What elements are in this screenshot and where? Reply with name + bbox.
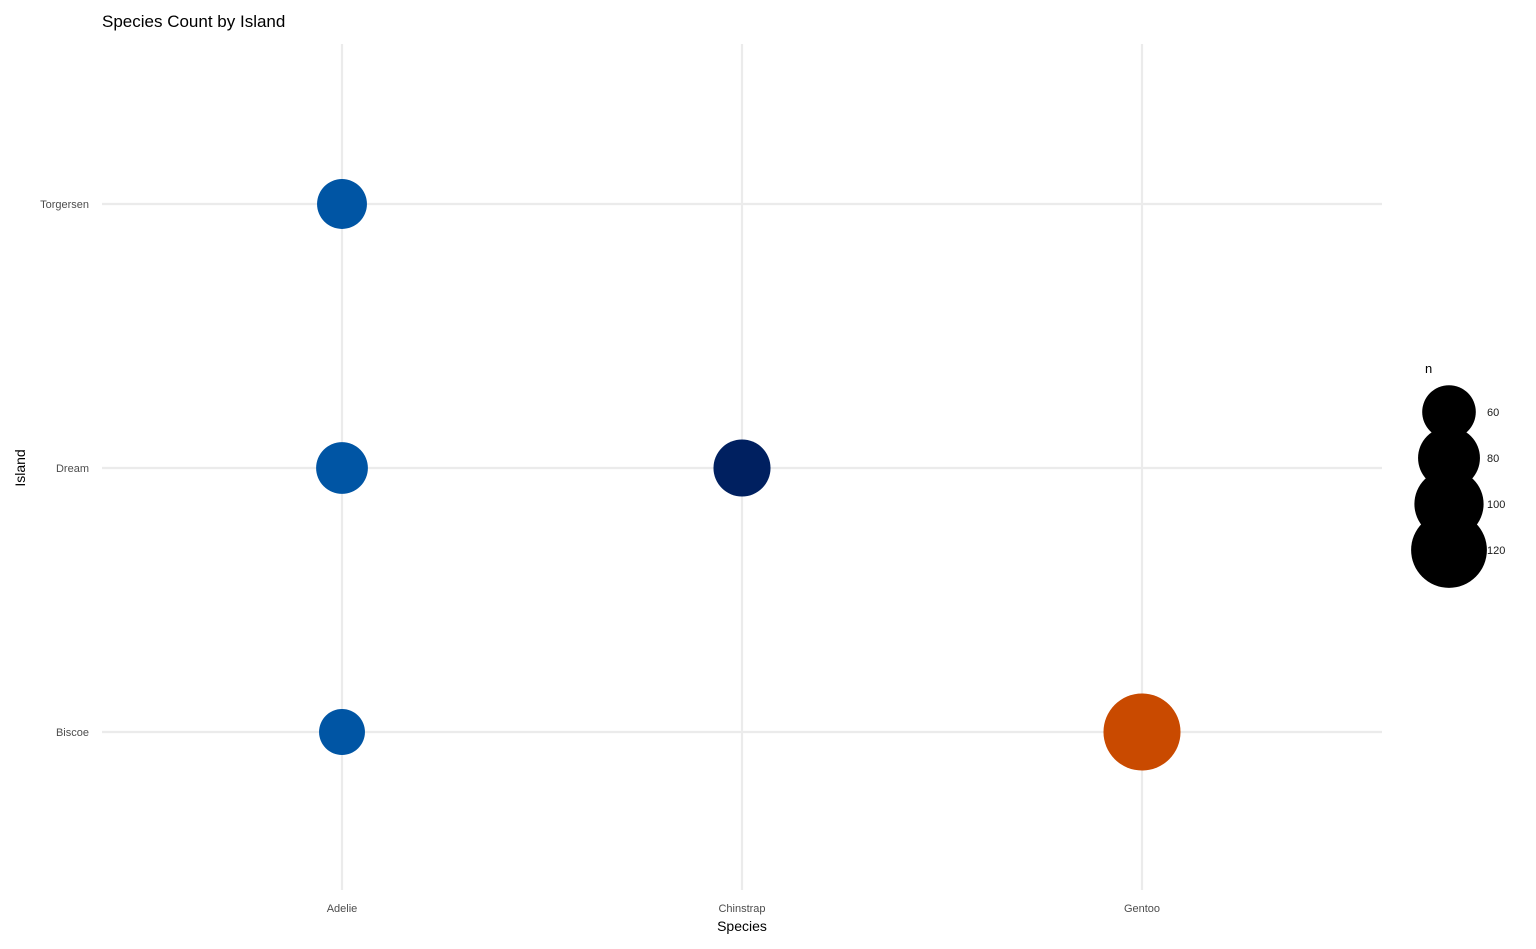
chart-title: Species Count by Island (102, 12, 285, 31)
x-axis-ticks: Adelie Chinstrap Gentoo (327, 903, 1160, 915)
legend-label: 120 (1487, 545, 1505, 557)
y-axis-title: Island (12, 449, 28, 486)
size-legend: n 60 80 100 120 (1411, 361, 1505, 588)
x-axis-title: Species (717, 918, 767, 934)
data-point (713, 439, 771, 497)
x-tick-label: Gentoo (1124, 903, 1160, 915)
y-tick-label: Dream (56, 463, 89, 475)
data-point (319, 709, 365, 755)
legend-label: 80 (1487, 453, 1499, 465)
y-axis-ticks: Biscoe Dream Torgersen (40, 199, 89, 739)
x-tick-label: Adelie (327, 903, 358, 915)
legend-key-circle (1422, 385, 1476, 439)
legend-label: 100 (1487, 499, 1505, 511)
legend-key-circle (1411, 512, 1487, 588)
y-tick-label: Torgersen (40, 199, 89, 211)
legend-label: 60 (1487, 407, 1499, 419)
legend-title: n (1425, 361, 1432, 376)
x-tick-label: Chinstrap (718, 903, 765, 915)
data-points (316, 179, 1181, 771)
data-point (316, 442, 368, 494)
data-point (1103, 693, 1181, 771)
y-tick-label: Biscoe (56, 727, 89, 739)
data-point (317, 179, 367, 229)
